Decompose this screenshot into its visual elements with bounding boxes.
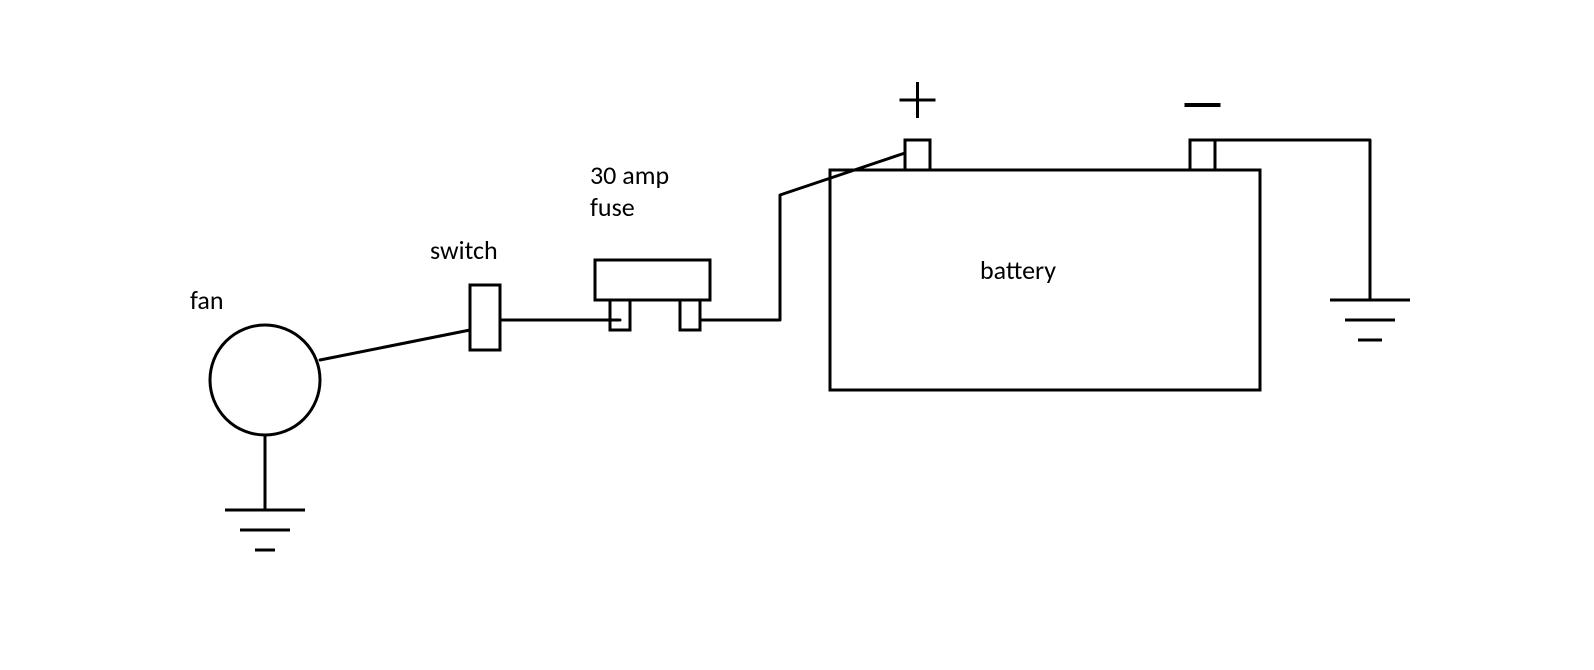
wire-fan-to-switch <box>320 330 470 360</box>
battery-label: battery <box>980 255 1056 286</box>
fuse-label-line1: 30 amp <box>590 160 669 191</box>
wire-battery-neg-to-ground <box>1215 140 1370 300</box>
circuit-diagram <box>0 0 1594 670</box>
fuse-body <box>595 260 710 300</box>
wire-fuse-right-to-battery-pos <box>700 153 905 320</box>
fuse-tab-left <box>610 300 630 330</box>
switch-label: switch <box>430 235 498 266</box>
fuse-tab-right <box>680 300 700 330</box>
battery-positive-terminal <box>905 140 930 170</box>
fan-symbol <box>210 325 320 435</box>
fan-label: fan <box>190 285 224 316</box>
battery-negative-terminal <box>1190 140 1215 170</box>
switch-symbol <box>470 285 500 350</box>
fuse-label-line2: fuse <box>590 192 635 223</box>
